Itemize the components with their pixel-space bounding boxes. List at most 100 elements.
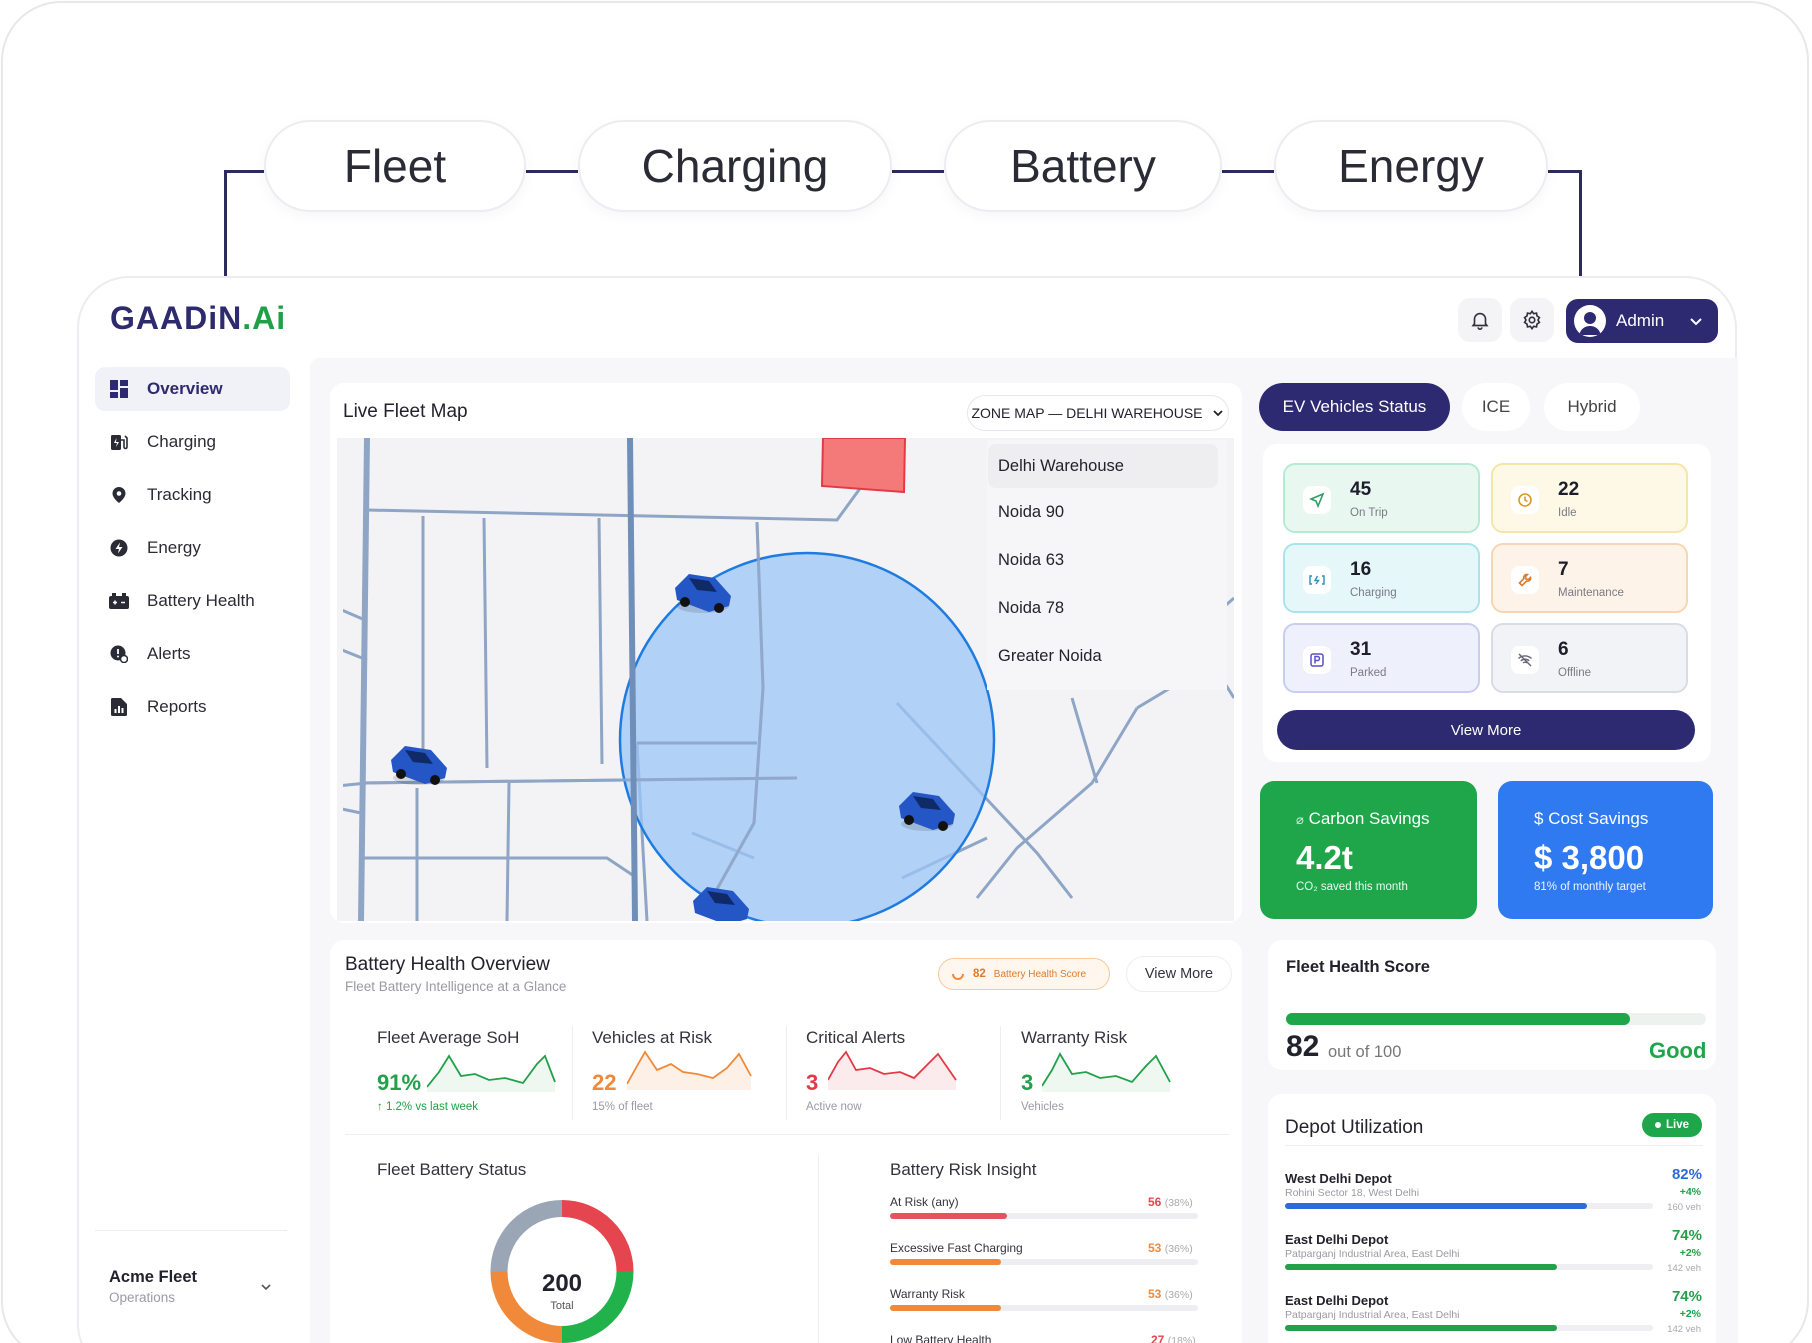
donut-total-value: 200 (541, 1270, 583, 1297)
kpi-sub: Active now (806, 1101, 862, 1113)
sidebar-item-label: Energy (147, 538, 201, 557)
module-connector (1222, 170, 1274, 173)
risk-label: Low Battery Health (890, 1333, 992, 1343)
risk-bar-fill (890, 1259, 1001, 1265)
kpi-sub: Vehicles (1021, 1101, 1064, 1113)
sidebar-item-overview[interactable]: Overview (95, 367, 290, 411)
sidebar-item-label: Charging (147, 432, 216, 451)
section-divider (1000, 1026, 1001, 1120)
risk-bar-track (890, 1259, 1198, 1265)
depot-vehicles: 142 veh (1667, 1324, 1701, 1335)
carbon-savings-title: ⌀ Carbon Savings (1296, 809, 1430, 829)
status-offline[interactable]: 6 Offline (1491, 623, 1688, 693)
cost-savings-sub: 81% of monthly target (1534, 881, 1646, 893)
fleet-health-rating: Good (1649, 1038, 1707, 1063)
sidebar-item-battery-health[interactable]: Battery Health (95, 579, 290, 623)
org-role: Operations (109, 1290, 176, 1305)
battery-score-badge[interactable]: 82 Battery Health Score (938, 958, 1110, 990)
carbon-savings-value: 4.2t (1296, 839, 1353, 876)
zone-option[interactable]: Noida 90 (998, 503, 1065, 521)
depot-name: East Delhi Depot (1285, 1293, 1389, 1308)
zone-option[interactable]: Noida 78 (998, 599, 1065, 617)
vehicle-marker-icon[interactable] (385, 740, 451, 788)
module-pill-energy[interactable]: Energy (1274, 120, 1548, 212)
module-pill-charging[interactable]: Charging (578, 120, 892, 212)
depot-bar-fill (1285, 1325, 1557, 1331)
fleet-health-title: Fleet Health Score (1286, 958, 1430, 976)
kpi-value: 91% (377, 1070, 422, 1095)
tab-hybrid[interactable]: Hybrid (1544, 383, 1640, 431)
status-maintenance[interactable]: 7 Maintenance (1491, 543, 1688, 613)
zone-map-select[interactable]: ZONE MAP — DELHI WAREHOUSE (967, 395, 1229, 431)
sidebar-item-tracking[interactable]: Tracking (95, 473, 290, 517)
org-switcher[interactable]: Acme Fleet Operations (95, 1262, 285, 1312)
user-menu-button[interactable]: Admin (1566, 299, 1718, 343)
status-value: 31 (1350, 639, 1372, 660)
battery-score-value: 82 (973, 968, 986, 980)
kpi-title: Vehicles at Risk (592, 1028, 712, 1047)
brand-logo[interactable]: GAADiN.Ai (110, 300, 286, 337)
section-divider (818, 1155, 819, 1343)
status-idle[interactable]: 22 Idle (1491, 463, 1688, 533)
risk-pct: (18%) (1167, 1335, 1196, 1343)
depot-title: Depot Utilization (1285, 1117, 1424, 1138)
report-icon (109, 697, 129, 717)
sidebar-item-charging[interactable]: Charging (95, 420, 290, 464)
module-connector (224, 170, 264, 173)
section-divider (1285, 1145, 1703, 1146)
tab-ev-vehicles-status[interactable]: EV Vehicles Status (1259, 383, 1450, 431)
grid-icon (109, 379, 129, 399)
user-icon (1579, 312, 1601, 335)
status-view-more-button[interactable]: View More (1277, 710, 1695, 750)
status-on-trip[interactable]: 45 On Trip (1283, 463, 1480, 533)
depot-name: East Delhi Depot (1285, 1232, 1389, 1247)
sidebar-item-alerts[interactable]: Alerts (95, 632, 290, 676)
module-connector (224, 170, 227, 276)
map-title: Live Fleet Map (343, 401, 468, 422)
risk-count: 53 (1148, 1287, 1162, 1301)
notification-button[interactable] (1458, 298, 1502, 342)
fleet-health-card (1268, 940, 1716, 1070)
status-value: 22 (1558, 479, 1580, 500)
kpi-sub: 15% of fleet (592, 1101, 653, 1113)
live-dot-icon (1654, 1122, 1661, 1128)
module-connector (892, 170, 944, 173)
brand-suffix: .Ai (242, 300, 287, 336)
cost-savings-value: $ 3,800 (1534, 839, 1645, 876)
status-parked[interactable]: 31 Parked (1283, 623, 1480, 693)
dollar-icon: $ (1534, 809, 1544, 828)
status-charging[interactable]: 16 Charging (1283, 543, 1480, 613)
vehicle-marker-icon[interactable] (893, 786, 959, 834)
gear-icon (1523, 309, 1541, 331)
parking-icon (1303, 646, 1331, 674)
vehicle-marker-icon[interactable] (687, 881, 753, 921)
module-pill-battery[interactable]: Battery (944, 120, 1222, 212)
charging-station-icon (109, 432, 129, 452)
charging-icon (1303, 566, 1331, 594)
status-label: Offline (1558, 667, 1592, 679)
battery-title: Battery Health Overview (345, 954, 550, 975)
status-label: Idle (1558, 507, 1577, 519)
navigation-arrow-icon (1303, 486, 1331, 514)
geofence-zone (820, 438, 907, 494)
sidebar-item-reports[interactable]: Reports (95, 685, 290, 729)
zone-option[interactable]: Noida 63 (998, 551, 1065, 569)
tab-ice[interactable]: ICE (1462, 383, 1530, 431)
vehicle-marker-icon[interactable] (669, 568, 735, 616)
battery-view-more-button[interactable]: View More (1126, 956, 1232, 992)
zone-option[interactable]: Delhi Warehouse (988, 444, 1218, 488)
risk-value: 56 (38%) (1148, 1195, 1193, 1209)
risk-count: 56 (1148, 1195, 1162, 1209)
sidebar-item-label: Reports (147, 697, 207, 716)
depot-bar-fill (1285, 1203, 1587, 1209)
chevron-down-icon (1212, 410, 1223, 417)
risk-count: 53 (1148, 1241, 1162, 1255)
zone-option[interactable]: Greater Noida (998, 647, 1102, 665)
settings-button[interactable] (1510, 298, 1554, 342)
status-value: 16 (1350, 559, 1372, 580)
module-pill-fleet[interactable]: Fleet (264, 120, 526, 212)
depot-delta: +2% (1679, 1308, 1701, 1320)
battery-health-card (330, 940, 1242, 1343)
sidebar-item-energy[interactable]: Energy (95, 526, 290, 570)
sidebar-item-label: Alerts (147, 644, 191, 663)
